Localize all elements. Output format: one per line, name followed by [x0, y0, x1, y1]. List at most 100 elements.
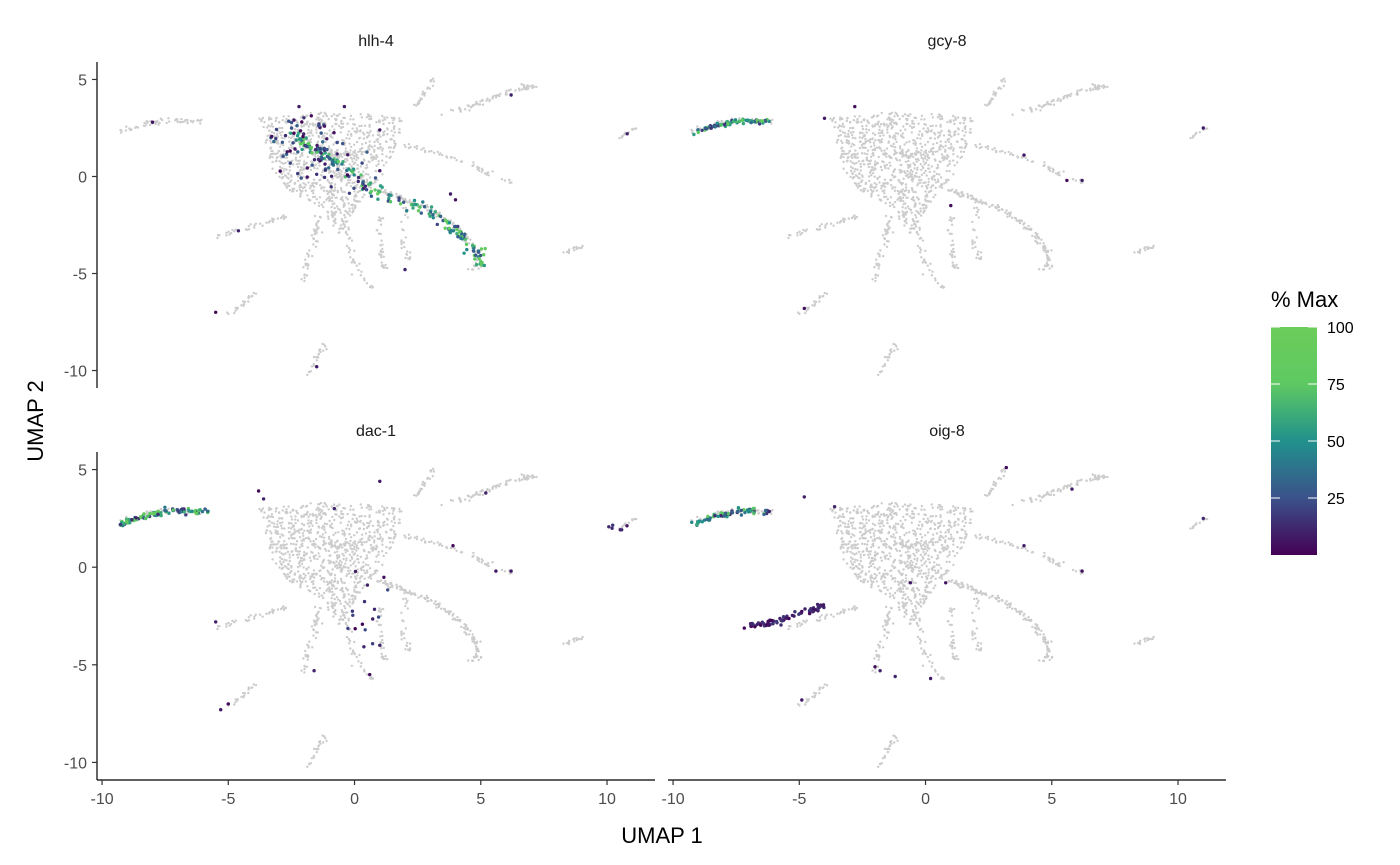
background-point — [336, 547, 339, 550]
background-point — [915, 150, 918, 153]
background-point — [347, 246, 351, 250]
background-point — [356, 591, 360, 594]
background-point — [333, 562, 336, 565]
background-point — [380, 256, 383, 259]
background-point — [372, 572, 375, 576]
background-point — [380, 652, 383, 655]
background-point — [328, 129, 331, 132]
background-point — [818, 300, 821, 303]
background-point — [854, 167, 857, 171]
background-point — [485, 173, 489, 176]
background-point — [337, 556, 341, 559]
background-point — [283, 149, 286, 152]
expression-point — [332, 131, 336, 135]
background-point — [947, 140, 950, 143]
background-point — [895, 345, 898, 348]
background-point — [404, 597, 408, 600]
expression-point — [356, 175, 361, 180]
expression-point — [422, 204, 427, 209]
background-point — [324, 737, 327, 740]
background-point — [422, 93, 426, 96]
background-point — [349, 508, 352, 511]
background-point — [977, 201, 980, 204]
background-point — [473, 656, 476, 659]
background-point — [868, 162, 872, 165]
background-point — [303, 279, 306, 283]
background-point — [282, 553, 285, 556]
background-point — [893, 349, 896, 352]
background-point — [365, 569, 369, 572]
background-point — [282, 170, 285, 173]
background-point — [890, 216, 893, 219]
background-point — [298, 546, 302, 549]
background-point — [308, 198, 311, 202]
background-point — [917, 233, 920, 236]
expression-point — [360, 622, 365, 626]
background-point — [1038, 268, 1041, 271]
background-point — [838, 221, 842, 224]
background-point — [348, 214, 352, 217]
background-point — [328, 519, 331, 523]
background-point — [348, 248, 352, 251]
background-point — [913, 175, 917, 178]
background-point — [321, 533, 324, 536]
background-point — [953, 131, 956, 134]
background-point — [286, 573, 289, 576]
background-point — [874, 123, 877, 126]
background-point — [298, 550, 301, 553]
background-point — [258, 222, 262, 225]
background-point — [475, 100, 478, 104]
background-point — [346, 150, 349, 154]
background-point — [847, 152, 850, 155]
background-point — [320, 535, 323, 539]
background-point — [349, 504, 353, 508]
background-point — [336, 581, 339, 585]
background-point — [1048, 258, 1051, 262]
background-point — [234, 698, 237, 701]
background-point — [905, 217, 908, 221]
background-point — [327, 535, 331, 539]
background-point — [939, 176, 943, 179]
background-point — [274, 562, 278, 565]
background-point — [949, 142, 953, 146]
background-point — [924, 143, 927, 146]
background-point — [923, 118, 926, 121]
background-point — [483, 172, 487, 175]
background-point — [371, 677, 374, 681]
background-point — [271, 515, 275, 519]
background-point — [351, 160, 354, 163]
background-point — [309, 111, 312, 115]
background-point — [841, 122, 845, 126]
background-point — [859, 169, 862, 172]
background-point — [327, 571, 330, 574]
background-point — [426, 476, 430, 479]
background-point — [894, 157, 898, 160]
background-point — [847, 135, 851, 138]
expression-point — [453, 198, 458, 202]
background-point — [300, 557, 304, 560]
background-point — [247, 228, 251, 231]
background-point — [393, 131, 396, 134]
background-point — [937, 131, 940, 134]
background-point — [381, 550, 384, 553]
background-point — [365, 554, 368, 557]
background-point — [379, 217, 383, 220]
background-point — [804, 230, 807, 233]
background-point — [345, 137, 348, 140]
background-point — [934, 279, 937, 282]
background-point — [883, 243, 886, 246]
background-point — [1008, 214, 1011, 218]
background-point — [324, 345, 327, 348]
background-point — [278, 560, 282, 563]
background-point — [292, 152, 295, 155]
background-point — [514, 89, 517, 92]
background-point — [319, 517, 322, 521]
background-point — [915, 196, 919, 199]
background-point — [339, 517, 343, 520]
background-point — [471, 637, 474, 641]
background-point — [820, 223, 823, 226]
expression-point — [464, 242, 469, 247]
background-point — [894, 137, 897, 141]
background-point — [310, 160, 313, 163]
expression-point — [737, 119, 742, 123]
